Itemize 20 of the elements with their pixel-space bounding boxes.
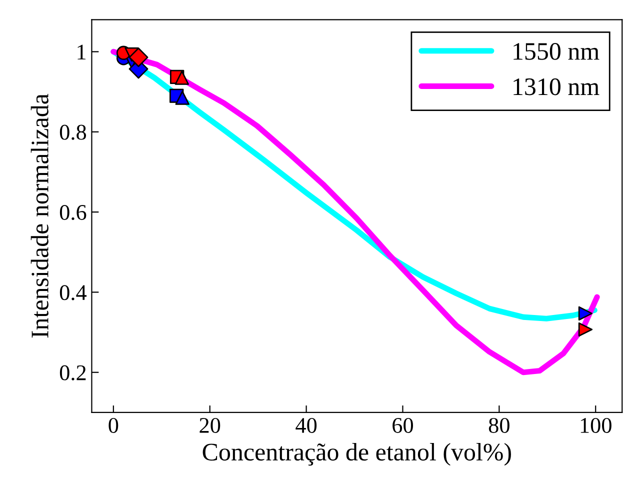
point: [578, 306, 593, 321]
x-tick-label: 0: [108, 418, 118, 433]
legend-label: 1550 nm: [514, 43, 600, 60]
legend-label: 1310 nm: [514, 78, 600, 96]
x-tick-label: 100: [580, 418, 612, 433]
x-tick-label: 20: [200, 418, 220, 433]
point: [578, 322, 593, 337]
y-tick-label: 0.8: [60, 124, 86, 140]
y-tick-label: 0.6: [60, 204, 86, 220]
y-tick-label: 1: [78, 44, 86, 60]
y-tick-label: 0.4: [60, 285, 87, 300]
x-tick-label: 40: [296, 418, 317, 433]
x-tick-label: 60: [392, 418, 413, 433]
x-tick-label: 80: [488, 418, 510, 433]
y-tick-label: 0.2: [60, 365, 86, 380]
point: [175, 90, 190, 105]
x-axis-title: Concentração de etanol (vol%): [202, 443, 511, 466]
y-axis-title: Intensidade normalizada: [30, 94, 48, 338]
point: [128, 48, 148, 68]
point: [174, 70, 189, 85]
